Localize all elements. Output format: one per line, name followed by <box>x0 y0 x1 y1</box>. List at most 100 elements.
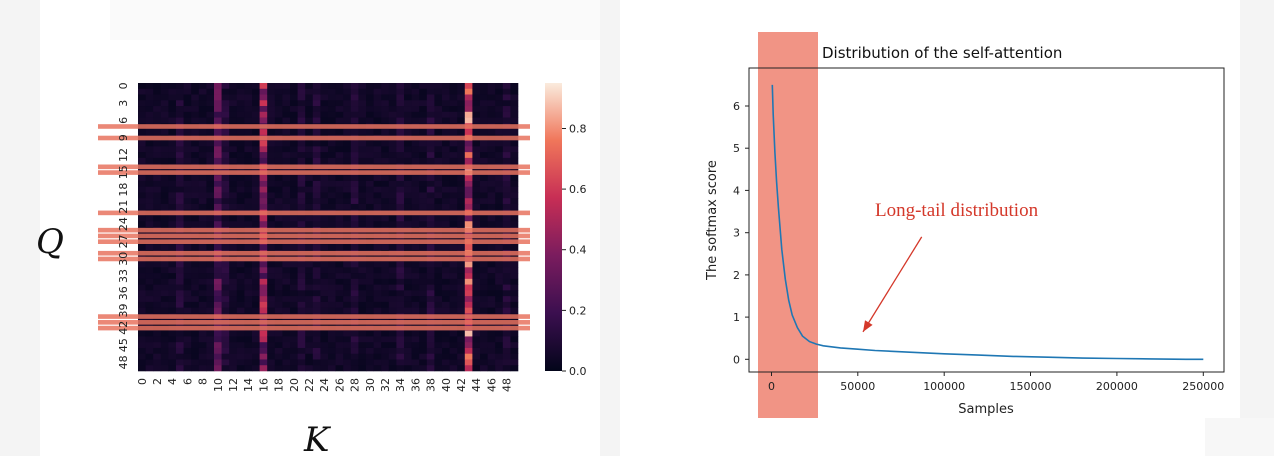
heatmap-cell <box>183 267 192 274</box>
heatmap-cell <box>221 152 230 159</box>
heatmap-cell <box>320 307 329 314</box>
heatmap-cell <box>305 296 314 303</box>
heatmap-cell <box>138 244 146 251</box>
heatmap-cell <box>350 261 359 268</box>
heatmap-cell <box>434 365 443 372</box>
heatmap-cell <box>244 146 253 153</box>
heatmap-cell <box>274 365 283 372</box>
heatmap-cell <box>366 244 374 251</box>
heatmap-cell <box>267 140 276 147</box>
heatmap-cell <box>153 278 162 285</box>
heatmap-cell <box>434 175 443 182</box>
heatmap-cell <box>305 365 314 372</box>
heatmap-cell <box>160 117 169 124</box>
heatmap-cell <box>297 261 306 268</box>
heatmap-cell <box>426 330 435 337</box>
heatmap-cell <box>343 186 352 193</box>
heatmap-cell <box>328 301 336 308</box>
heatmap-x-tick-label: 8 <box>197 378 210 385</box>
heatmap-cell <box>312 88 321 95</box>
heatmap-cell <box>176 157 184 164</box>
heatmap-cell <box>510 146 519 153</box>
heatmap-cell <box>343 203 352 211</box>
heatmap-cell <box>442 106 450 113</box>
heatmap-cell <box>297 267 306 274</box>
heatmap-cell <box>305 186 314 193</box>
heatmap-cell <box>510 336 519 343</box>
heatmap-cell <box>426 347 435 355</box>
heatmap-cell <box>244 307 253 314</box>
heatmap-x-tick-label: 38 <box>425 378 438 392</box>
heatmap-cell <box>411 198 420 205</box>
heatmap-cell <box>495 152 504 159</box>
heatmap-cell <box>290 100 298 107</box>
heatmap-cell <box>229 203 238 211</box>
heatmap-cell <box>297 203 306 211</box>
heatmap-cell <box>168 278 177 285</box>
heatmap-x-tick-label: 22 <box>303 378 316 392</box>
heatmap-x-tick-label: 30 <box>364 378 377 392</box>
heatmap-cell <box>312 273 321 280</box>
heatmap-cell <box>457 175 466 182</box>
heatmap-cell <box>411 278 420 285</box>
heatmap-cell <box>305 94 314 101</box>
heatmap-cell <box>419 336 428 343</box>
heatmap-cell <box>252 88 260 95</box>
heatmap-cell <box>244 301 253 308</box>
heatmap-cell <box>366 94 374 101</box>
heatmap-cell <box>464 301 473 308</box>
heatmap-cell <box>480 146 488 153</box>
heatmap-cell <box>221 221 230 228</box>
heatmap-cell <box>282 203 291 211</box>
heatmap-cell <box>153 267 162 274</box>
heatmap-cell <box>244 100 253 107</box>
heatmap-cell <box>343 117 352 124</box>
heatmap-cell <box>236 94 245 101</box>
heatmap-cell <box>449 146 458 153</box>
heatmap-cell <box>373 273 382 280</box>
heatmap-cell <box>191 273 200 280</box>
heatmap-cell <box>320 365 329 372</box>
heatmap-cell <box>426 336 435 343</box>
heatmap-cell <box>198 342 207 349</box>
heatmap-cell <box>487 244 496 251</box>
heatmap-cell <box>472 192 481 199</box>
heatmap-cell <box>457 106 466 113</box>
heatmap-cell <box>426 192 435 199</box>
heatmap-cell <box>145 203 154 211</box>
heatmap-cell <box>153 342 162 349</box>
heatmap-cell <box>502 284 511 291</box>
heatmap-cell <box>214 336 222 343</box>
heatmap-cell <box>267 198 276 205</box>
heatmap-cell <box>198 365 207 372</box>
heatmap-cell <box>388 106 397 113</box>
heatmap-cell <box>244 198 253 205</box>
heatmap-cell <box>396 215 405 222</box>
heatmap-cell <box>502 278 511 285</box>
heatmap-cell <box>350 94 359 101</box>
heatmap-cell <box>214 129 222 136</box>
heatmap-cell <box>183 290 192 297</box>
heatmap-cell <box>214 221 222 228</box>
heatmap-cell <box>373 175 382 182</box>
heatmap-cell <box>214 365 222 372</box>
heatmap-cell <box>160 342 169 349</box>
heatmap-cell <box>267 152 276 159</box>
highlighted-row-band <box>98 210 530 216</box>
heatmap-cell <box>290 140 298 147</box>
heatmap-cell <box>229 336 238 343</box>
line-x-tick-label: 100000 <box>923 380 965 393</box>
heatmap-cell <box>252 129 260 136</box>
heatmap-cell <box>191 175 200 182</box>
heatmap-cell <box>305 273 314 280</box>
heatmap-cell <box>305 198 314 205</box>
heatmap-cell <box>153 330 162 337</box>
heatmap-cell <box>457 203 466 211</box>
heatmap-cell <box>267 100 276 107</box>
heatmap-cell <box>320 296 329 303</box>
heatmap-cell <box>510 88 519 95</box>
heatmap-cell <box>366 221 374 228</box>
heatmap-cell <box>480 273 488 280</box>
heatmap-cell <box>487 83 496 90</box>
heatmap-cell <box>229 88 238 95</box>
